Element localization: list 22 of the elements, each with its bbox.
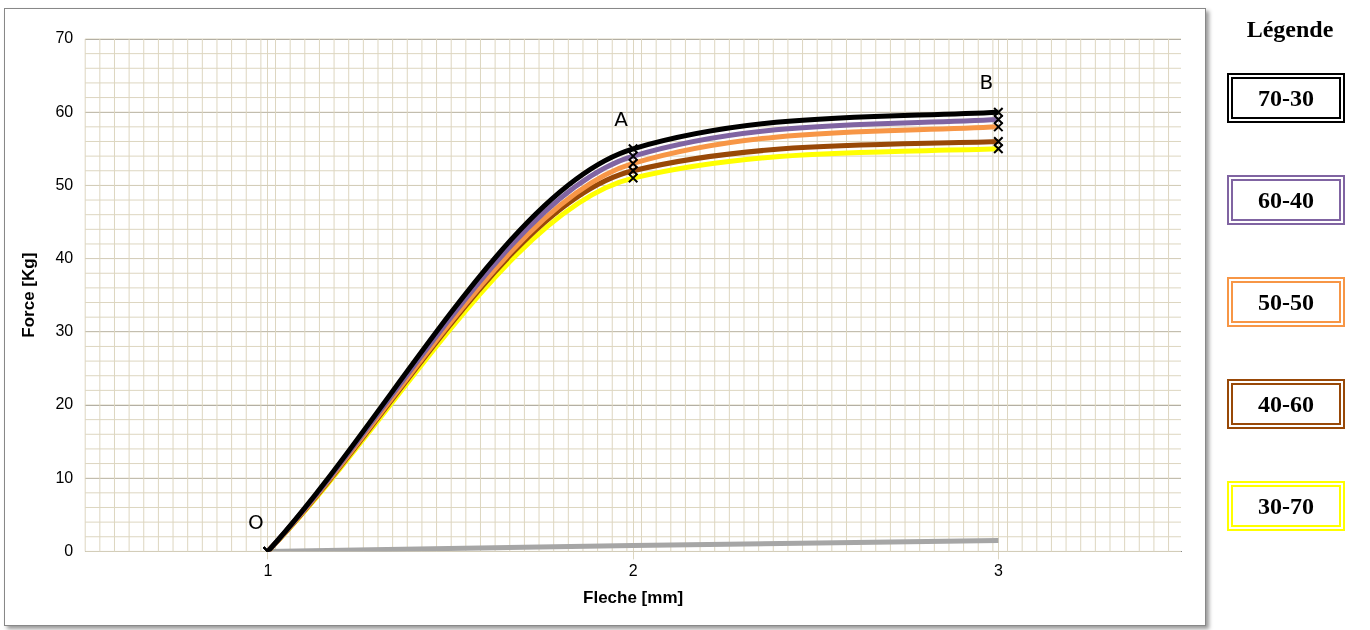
legend-title: Légende — [1245, 16, 1335, 43]
annotation: A — [614, 107, 629, 131]
text: 30-70 — [1227, 481, 1345, 531]
y-tick-label: 20 — [55, 395, 74, 413]
y-tick-label: 10 — [55, 468, 74, 486]
annotation: O — [247, 509, 264, 534]
x-tick-label: 3 — [993, 562, 1003, 580]
y-tick-label: 60 — [55, 102, 74, 120]
text: 70-30 — [1227, 73, 1345, 123]
text: 50-50 — [1227, 277, 1345, 327]
y-tick-label: 70 — [55, 29, 74, 47]
annotation: B — [979, 70, 994, 95]
y-axis-title: Force [Kg] — [18, 252, 38, 338]
text: 60-40 — [1227, 175, 1345, 225]
text: 40-60 — [1227, 379, 1345, 429]
y-tick-label: 40 — [55, 249, 74, 267]
y-tick-label: 0 — [64, 541, 74, 559]
x-tick-label: 1 — [263, 562, 273, 580]
x-tick-label: 2 — [628, 562, 638, 580]
y-tick-label: 30 — [55, 322, 74, 340]
x-axis-title: Fleche [mm] — [583, 588, 684, 608]
y-tick-label: 50 — [55, 175, 74, 193]
